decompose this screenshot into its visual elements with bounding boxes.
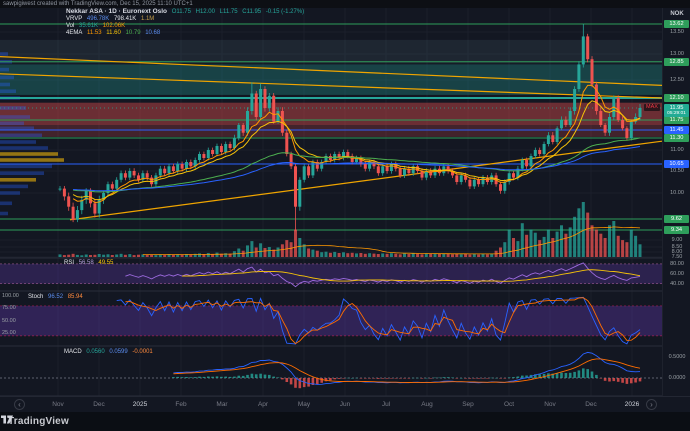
time-axis-label: Dec <box>93 401 105 408</box>
ema-value: 11.53 <box>87 30 102 36</box>
price-level-badge: 12.85 <box>664 57 689 66</box>
stoch-tick-label: 75.00 <box>2 305 16 312</box>
price-tick-label: 7.50 <box>671 254 683 260</box>
volume-legend[interactable]: Vol 35.61K 102.06K <box>66 23 307 29</box>
time-axis-label: Apr <box>257 401 269 408</box>
vrvp-legend[interactable]: VRVP 496.78K 798.41K 1.1M <box>66 16 307 22</box>
rsi-value: 56.58 <box>78 260 94 266</box>
vol-label: Vol <box>66 23 75 29</box>
price-tick-label: 10.50 <box>670 168 684 174</box>
price-tick-label: 12.50 <box>670 77 684 83</box>
ema-legend[interactable]: 4EMA 11.53 11.60 10.79 10.68 <box>66 30 307 36</box>
attribution-text: sawpigiwest created with TradingView.com… <box>3 1 193 7</box>
time-axis-label: Jun <box>339 401 351 408</box>
time-axis-label: Nov <box>544 401 556 408</box>
time-axis-label: Dec <box>585 401 597 408</box>
macd-legend[interactable]: MACD 0.0560 0.0599 -0.0001 <box>64 349 156 355</box>
symbol-title: Nekkar ASA · 1D · Euronext Oslo <box>66 8 168 15</box>
vrvp-label: VRVP <box>66 16 83 22</box>
price-tick-label: 13.50 <box>670 29 684 35</box>
time-axis-label: May <box>297 401 311 408</box>
price-level-badge: 11.45 <box>664 126 689 134</box>
macd-signal-value: -0.0001 <box>132 349 153 355</box>
vol-ma-value: 102.06K <box>102 23 126 29</box>
time-axis-label: Nov <box>52 401 64 408</box>
macd-line-value: 0.0599 <box>109 349 128 355</box>
time-axis-label: Aug <box>421 401 433 408</box>
price-level-badge: 9.62 <box>664 215 689 223</box>
time-axis-label: Oct <box>503 401 515 408</box>
time-axis[interactable]: Nov Dec 2025 Feb Mar Apr May Jun Jul Aug Sep Oct Nov… <box>0 396 690 412</box>
time-axis-label: 2026 <box>624 401 640 408</box>
price-level-badge: 9.34 <box>664 226 689 234</box>
macd-tick-label: 0.0000 <box>668 375 686 381</box>
ohlc-change: -0.15 (-1.27%) <box>265 9 305 15</box>
price-tick-label: 11.00 <box>670 147 684 153</box>
ema-value: 11.60 <box>106 30 121 36</box>
price-level-badge: 11.75 <box>664 116 689 124</box>
price-level-badge: 11.30 <box>664 134 689 142</box>
bar-countdown: 05:29:01 <box>667 111 686 116</box>
rsi-tick-label: 80.00 <box>670 260 684 267</box>
rsi-tick-label: 60.00 <box>670 270 684 277</box>
ema-label: 4EMA <box>66 30 83 36</box>
symbol-row[interactable]: Nekkar ASA · 1D · Euronext Oslo O11.75 H… <box>66 8 307 15</box>
stoch-legend[interactable]: Stoch 96.52 85.94 <box>28 294 86 300</box>
price-tick-label: 10.00 <box>670 190 684 196</box>
main-legend[interactable]: Nekkar ASA · 1D · Euronext Oslo O11.75 H… <box>66 8 307 37</box>
price-axis[interactable]: NOK 13.50 13.00 12.50 11.00 10.50 10.00 9.00 8.… <box>662 8 690 396</box>
last-price-badge: 11.95 05:29:01 <box>664 104 689 117</box>
price-tick-label: 9.00 <box>671 237 683 243</box>
stoch-d-value: 85.94 <box>67 294 83 300</box>
time-axis-label: 2025 <box>132 401 148 408</box>
chart-plot[interactable] <box>0 8 690 411</box>
macd-label: MACD <box>64 349 82 355</box>
last-price-value: 11.95 <box>669 105 684 111</box>
rsi-legend[interactable]: RSI 56.58 49.55 <box>64 260 116 266</box>
time-axis-label: Sep <box>462 401 474 408</box>
macd-hist-value: 0.0560 <box>86 349 105 355</box>
chart-canvas[interactable]: Nekkar ASA · 1D · Euronext Oslo O11.75 H… <box>0 8 690 412</box>
ohlc-close: C11.95 <box>242 9 262 15</box>
ohlc-high: H12.00 <box>195 9 215 15</box>
tradingview-brand-text[interactable]: TradingView <box>8 416 69 427</box>
price-tick-label: 8.50 <box>671 244 683 250</box>
scroll-right-button[interactable]: › <box>646 399 657 410</box>
vol-value: 35.61K <box>79 23 99 29</box>
ohlc-low: L11.75 <box>219 9 238 15</box>
footer-bar: TradingView <box>0 411 690 431</box>
rsi-tick-label: 40.00 <box>670 280 684 287</box>
rsi-label: RSI <box>64 260 75 266</box>
vrvp-value: 1.1M <box>140 16 155 22</box>
ema-value: 10.79 <box>125 30 141 36</box>
stoch-tick-label: 50.00 <box>2 317 16 324</box>
max-level-label: MAX <box>644 104 660 111</box>
ema-value: 10.68 <box>145 30 161 36</box>
price-level-badge: 12.10 <box>664 94 689 102</box>
currency-label: NOK <box>670 11 684 17</box>
vrvp-value: 496.78K <box>86 16 110 22</box>
stoch-label: Stoch <box>28 294 44 300</box>
rsi-ma-value: 49.55 <box>98 260 114 266</box>
price-tick-label: 13.00 <box>670 51 684 57</box>
stoch-tick-label: 25.00 <box>2 330 16 337</box>
time-axis-label: Mar <box>216 401 228 408</box>
tradingview-logo-icon[interactable] <box>0 412 14 426</box>
stoch-tick-label: 100.00 <box>2 293 19 299</box>
time-axis-label: Feb <box>175 401 187 408</box>
macd-tick-label: 0.5000 <box>668 354 686 360</box>
price-level-badge: 10.65 <box>664 160 689 168</box>
ohlc-open: O11.75 <box>171 9 191 15</box>
vrvp-value: 798.41K <box>113 16 137 22</box>
attribution-bar: sawpigiwest created with TradingView.com… <box>0 0 690 8</box>
stoch-k-value: 96.52 <box>48 294 64 300</box>
scroll-left-button[interactable]: ‹ <box>14 399 25 410</box>
price-tick-label: 8.00 <box>671 249 683 255</box>
price-level-badge: 13.62 <box>664 20 689 28</box>
time-axis-label: Jul <box>381 401 391 408</box>
